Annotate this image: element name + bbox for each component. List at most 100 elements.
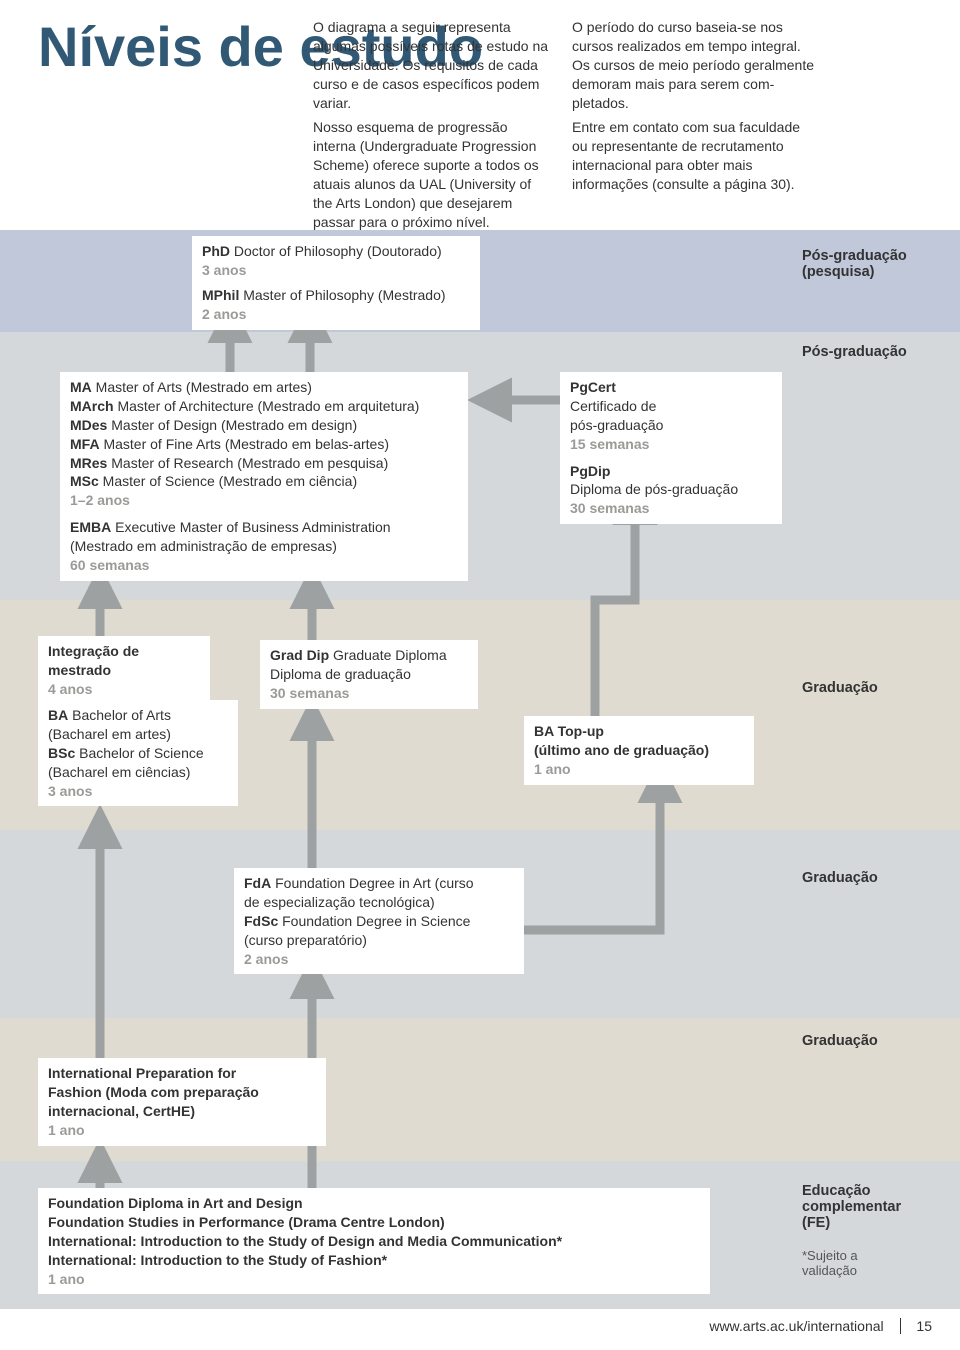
- list-line: MRes Master of Research (Mestrado em pes…: [70, 454, 458, 473]
- box-foundation: Foundation Diploma in Art and Design Fou…: [38, 1188, 710, 1294]
- topup-title: BA Top-up: [534, 722, 744, 741]
- foundation-l3: International: Introduction to the Study…: [48, 1232, 700, 1251]
- box-ba-bsc: BA Bachelor of Arts(Bacharel em artes)BS…: [38, 700, 238, 806]
- phd-abbr: PhD: [202, 243, 230, 259]
- line-abbr: MArch: [70, 398, 114, 414]
- list-line: BA Bachelor of Arts: [48, 706, 228, 725]
- pgcert-abbr: PgCert: [570, 378, 772, 397]
- list-line: FdSc Foundation Degree in Science: [244, 912, 514, 931]
- phd-desc: Doctor of Philosophy (Doutorado): [230, 243, 442, 259]
- label-grad2: Graduação: [802, 870, 878, 886]
- list-line: (Bacharel em ciências): [48, 763, 228, 782]
- masters-dur: 1–2 anos: [70, 491, 458, 510]
- intprep-dur: 1 ano: [48, 1121, 316, 1140]
- band-research: [0, 230, 960, 332]
- footer-separator: [900, 1318, 901, 1334]
- line-abbr: MSc: [70, 473, 99, 489]
- intro-p4: Entre em contato com sua faculdade ou re…: [572, 118, 814, 194]
- intprep-l1: International Preparation for: [48, 1064, 316, 1083]
- label-postgrad: Pós-graduação: [802, 344, 907, 360]
- line-abbr: MFA: [70, 436, 100, 452]
- label-grad1: Graduação: [802, 680, 878, 696]
- emba-sub: (Mestrado em administração de empresas): [70, 537, 458, 556]
- pgdip-abbr: PgDip: [570, 462, 772, 481]
- intprep-l2: Fashion (Moda com preparação: [48, 1083, 316, 1102]
- emba-desc: Executive Master of Business Administrat…: [111, 519, 390, 535]
- page-footer: www.arts.ac.uk/international 15: [709, 1318, 932, 1334]
- line-desc: Bachelor of Science: [75, 745, 203, 761]
- pgcert-l1: Certificado de: [570, 397, 772, 416]
- box-integrated-masters: Integração de mestrado 4 anos: [38, 636, 210, 705]
- line-desc: Master of Architecture (Mestrado em arqu…: [114, 398, 420, 414]
- phd-dur: 3 anos: [202, 261, 470, 280]
- box-graddip: Grad Dip Graduate Diploma Diploma de gra…: [260, 640, 478, 709]
- intro-col-1: O diagrama a seguir representa algumas p…: [313, 18, 551, 232]
- line-abbr: MDes: [70, 417, 107, 433]
- fda-dur: 2 anos: [244, 950, 514, 969]
- list-line: MA Master of Arts (Mestrado em artes): [70, 378, 458, 397]
- line-desc: Master of Fine Arts (Mestrado em belas-a…: [100, 436, 389, 452]
- box-phd-mphil: PhD Doctor of Philosophy (Doutorado) 3 a…: [192, 236, 480, 330]
- list-line: BSc Bachelor of Science: [48, 744, 228, 763]
- box-pgcert-pgdip: PgCert Certificado de pós-graduação 15 s…: [560, 372, 782, 524]
- label-grad3: Graduação: [802, 1033, 878, 1049]
- mphil-desc: Master of Philosophy (Mestrado): [239, 287, 445, 303]
- graddip-dur: 30 semanas: [270, 684, 468, 703]
- line-abbr: BA: [48, 707, 68, 723]
- foundation-dur: 1 ano: [48, 1270, 700, 1289]
- box-ba-topup: BA Top-up (último ano de graduação) 1 an…: [524, 716, 754, 785]
- intro-p1: O diagrama a seguir representa algumas p…: [313, 18, 551, 112]
- line-abbr: MA: [70, 379, 92, 395]
- list-line: (curso preparatório): [244, 931, 514, 950]
- footnote-validation: *Sujeito a validação: [802, 1248, 912, 1278]
- footer-url: www.arts.ac.uk/international: [709, 1318, 883, 1334]
- line-abbr: FdA: [244, 875, 271, 891]
- pgcert-dur: 15 semanas: [570, 435, 772, 454]
- line-abbr: BSc: [48, 745, 75, 761]
- line-desc: Master of Science (Mestrado em ciência): [99, 473, 357, 489]
- line-desc: Bachelor of Arts: [68, 707, 171, 723]
- list-line: (Bacharel em artes): [48, 725, 228, 744]
- line-desc: Foundation Degree in Art (curso: [271, 875, 473, 891]
- list-line: MFA Master of Fine Arts (Mestrado em bel…: [70, 435, 458, 454]
- mphil-abbr: MPhil: [202, 287, 239, 303]
- line-abbr: MRes: [70, 455, 107, 471]
- topup-sub: (último ano de graduação): [534, 741, 744, 760]
- intmast-dur: 4 anos: [48, 680, 200, 699]
- pgcert-l2: pós-graduação: [570, 416, 772, 435]
- pgdip-desc: Diploma de pós-graduação: [570, 480, 772, 499]
- list-line: FdA Foundation Degree in Art (curso: [244, 874, 514, 893]
- line-abbr: FdSc: [244, 913, 278, 929]
- intro-p3: O período do curso baseia-se nos cursos …: [572, 18, 814, 112]
- list-line: de especialização tecnológica): [244, 893, 514, 912]
- intprep-l3: internacional, CertHE): [48, 1102, 316, 1121]
- list-line: MSc Master of Science (Mestrado em ciênc…: [70, 472, 458, 491]
- intro-col-2: O período do curso baseia-se nos cursos …: [572, 18, 814, 194]
- list-line: MDes Master of Design (Mestrado em desig…: [70, 416, 458, 435]
- line-desc: Master of Arts (Mestrado em artes): [92, 379, 312, 395]
- intro-p2: Nosso esquema de progressão interna (Und…: [313, 118, 551, 231]
- graddip-sub: Diploma de graduação: [270, 665, 468, 684]
- line-desc: Foundation Degree in Science: [278, 913, 470, 929]
- box-masters: MA Master of Arts (Mestrado em artes)MAr…: [60, 372, 468, 581]
- ba-dur: 3 anos: [48, 782, 228, 801]
- topup-dur: 1 ano: [534, 760, 744, 779]
- line-desc: Master of Research (Mestrado em pesquisa…: [107, 455, 388, 471]
- graddip-abbr: Grad Dip: [270, 647, 329, 663]
- box-fda-fdsc: FdA Foundation Degree in Art (cursode es…: [234, 868, 524, 974]
- foundation-l1: Foundation Diploma in Art and Design: [48, 1194, 700, 1213]
- foundation-l4: International: Introduction to the Study…: [48, 1251, 700, 1270]
- emba-abbr: EMBA: [70, 519, 111, 535]
- graddip-desc: Graduate Diploma: [329, 647, 447, 663]
- pgdip-dur: 30 semanas: [570, 499, 772, 518]
- box-international-prep: International Preparation for Fashion (M…: [38, 1058, 326, 1146]
- list-line: MArch Master of Architecture (Mestrado e…: [70, 397, 458, 416]
- intmast-title: Integração de mestrado: [48, 642, 200, 680]
- foundation-l2: Foundation Studies in Performance (Drama…: [48, 1213, 700, 1232]
- emba-dur: 60 semanas: [70, 556, 458, 575]
- footer-page: 15: [916, 1318, 932, 1334]
- line-desc: Master of Design (Mestrado em design): [107, 417, 357, 433]
- mphil-dur: 2 anos: [202, 305, 470, 324]
- label-research: Pós-graduação (pesquisa): [802, 248, 932, 280]
- label-fe: Educação complementar (FE): [802, 1183, 932, 1231]
